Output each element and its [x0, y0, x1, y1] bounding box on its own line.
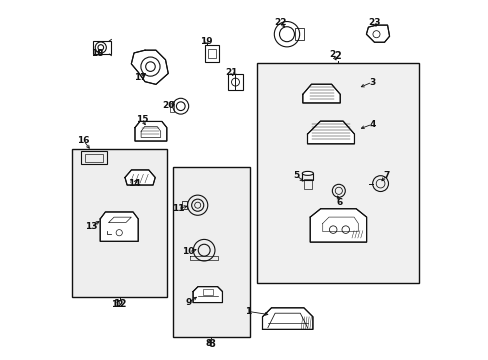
- Text: 2: 2: [334, 51, 341, 61]
- Text: 17: 17: [134, 73, 146, 82]
- Text: 21: 21: [225, 68, 238, 77]
- Text: 10: 10: [182, 248, 195, 256]
- Bar: [170, 101, 174, 112]
- Polygon shape: [135, 121, 166, 141]
- Polygon shape: [307, 121, 354, 144]
- Text: 6: 6: [336, 198, 342, 207]
- Polygon shape: [131, 50, 168, 84]
- Text: 3: 3: [368, 78, 375, 87]
- Bar: [204, 45, 219, 62]
- Text: 7: 7: [383, 171, 389, 180]
- Bar: [303, 179, 311, 189]
- Text: 14: 14: [128, 179, 141, 188]
- Bar: [81, 151, 107, 164]
- Bar: [93, 41, 111, 54]
- Bar: [72, 149, 167, 297]
- Text: 13: 13: [85, 222, 98, 231]
- Text: 19: 19: [200, 37, 213, 46]
- Text: 12: 12: [111, 300, 124, 309]
- Bar: [181, 201, 186, 209]
- Bar: [172, 167, 249, 337]
- Polygon shape: [100, 212, 138, 241]
- Bar: [294, 28, 304, 40]
- Polygon shape: [366, 25, 389, 42]
- Bar: [257, 63, 418, 283]
- Bar: [208, 49, 215, 58]
- Text: 12: 12: [113, 299, 127, 309]
- Text: 4: 4: [368, 120, 375, 129]
- Text: 2: 2: [329, 50, 335, 59]
- Polygon shape: [193, 287, 222, 302]
- Bar: [302, 174, 313, 180]
- Bar: [203, 289, 212, 295]
- Text: 18: 18: [90, 49, 103, 58]
- Ellipse shape: [302, 171, 313, 175]
- Text: 1: 1: [244, 307, 251, 316]
- Text: 20: 20: [163, 100, 175, 110]
- Text: 16: 16: [77, 136, 90, 145]
- Text: 22: 22: [274, 18, 286, 27]
- Text: 23: 23: [367, 18, 380, 27]
- Bar: [227, 74, 243, 90]
- Text: 8: 8: [207, 339, 214, 349]
- Polygon shape: [309, 209, 366, 242]
- Text: 5: 5: [293, 171, 299, 180]
- Bar: [85, 154, 102, 162]
- Text: 8: 8: [205, 339, 211, 348]
- Polygon shape: [125, 170, 155, 185]
- Text: 11: 11: [171, 204, 184, 213]
- Polygon shape: [302, 84, 340, 103]
- Text: 9: 9: [185, 298, 191, 307]
- Text: 15: 15: [135, 115, 148, 124]
- Polygon shape: [262, 308, 312, 329]
